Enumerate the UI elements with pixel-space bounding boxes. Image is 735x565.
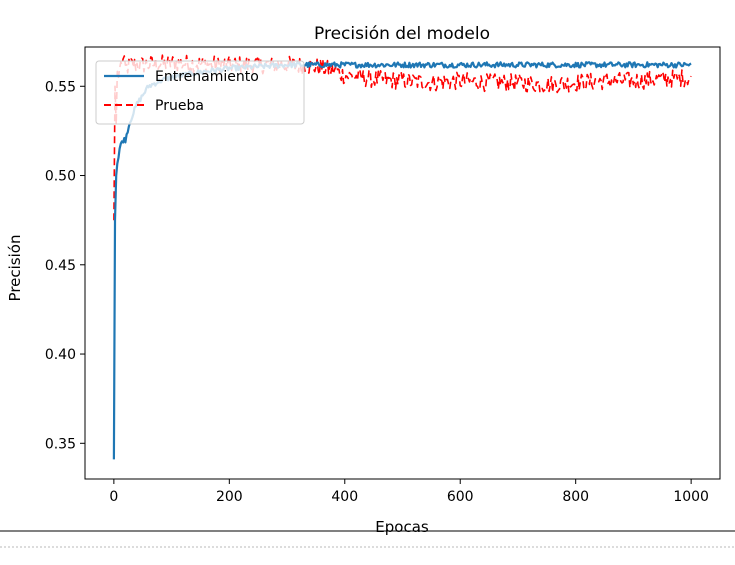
y-tick-label: 0.45 bbox=[45, 258, 76, 274]
chart-title: Precisión del modelo bbox=[314, 24, 490, 44]
y-tick-label: 0.55 bbox=[45, 79, 76, 95]
y-axis: 0.35 0.40 0.45 0.50 0.55 bbox=[45, 79, 85, 452]
legend-box bbox=[95, 60, 305, 125]
legend-label-prueba: Prueba bbox=[155, 98, 204, 114]
legend: Entrenamiento Prueba bbox=[95, 60, 305, 125]
x-tick-label: 1000 bbox=[673, 489, 709, 505]
y-axis-label: Precisión bbox=[6, 235, 24, 302]
series-line-prueba bbox=[113, 54, 692, 221]
x-tick-label: 600 bbox=[447, 489, 474, 505]
x-tick-label: 200 bbox=[216, 489, 243, 505]
y-tick-label: 0.50 bbox=[45, 169, 76, 185]
legend-label-entrenamiento: Entrenamiento bbox=[155, 69, 259, 85]
x-axis: 0 200 400 600 800 1000 bbox=[109, 479, 709, 505]
x-tick-label: 400 bbox=[331, 489, 358, 505]
x-axis-label: Epocas bbox=[375, 518, 429, 536]
x-tick-label: 0 bbox=[109, 489, 118, 505]
plot-frame bbox=[84, 46, 721, 480]
x-tick-label: 800 bbox=[562, 489, 589, 505]
y-tick-label: 0.40 bbox=[45, 347, 76, 363]
y-tick-label: 0.35 bbox=[45, 436, 76, 452]
